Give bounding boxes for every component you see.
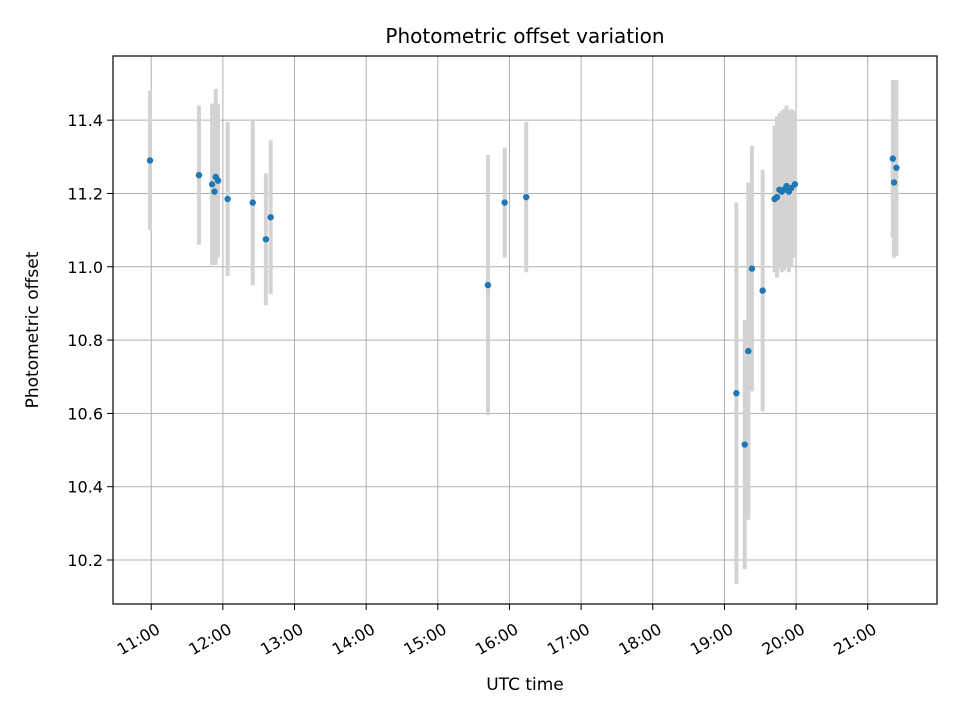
plot-frame	[112, 55, 938, 605]
data-point	[890, 179, 898, 186]
x-tick-label: 19:00	[687, 619, 736, 659]
data-point	[211, 188, 218, 195]
x-axis-title: UTC time	[486, 675, 564, 695]
data-point	[224, 195, 231, 203]
y-tick-label: 10.2	[67, 551, 103, 570]
data-point	[733, 390, 740, 397]
data-point	[262, 236, 270, 243]
y-axis-ticks: 10.2 10.4 10.6 10.8 11.0 11.2 11.4	[67, 111, 113, 570]
data-point	[741, 441, 748, 448]
y-tick-label: 10.4	[67, 478, 103, 497]
y-tick-label: 10.6	[67, 404, 103, 423]
x-axis-ticks: 11:00 12:00 13:00 14:00 15:00 16:00 17:00 18:00…	[114, 604, 880, 659]
data-point	[745, 347, 752, 355]
y-tick-label: 10.8	[67, 331, 103, 350]
data-point	[208, 181, 216, 188]
data-point	[146, 157, 154, 164]
x-tick-label: 13:00	[257, 619, 306, 659]
y-axis-title: Photometric offset	[23, 251, 43, 408]
data-point	[522, 193, 530, 201]
x-tick-label: 15:00	[400, 619, 449, 659]
x-tick-label: 17:00	[544, 619, 593, 659]
data-point	[249, 199, 256, 206]
x-tick-label: 12:00	[185, 619, 234, 659]
data-point	[748, 265, 756, 272]
x-tick-label: 16:00	[472, 619, 521, 659]
data-point	[759, 287, 766, 294]
chart-title: Photometric offset variation	[385, 24, 664, 48]
data-point	[893, 164, 900, 171]
data-point	[889, 155, 897, 162]
y-tick-label: 11.2	[67, 184, 103, 203]
data-point	[773, 193, 781, 201]
x-tick-label: 11:00	[114, 619, 163, 659]
data-point	[484, 281, 492, 289]
x-tick-label: 18:00	[615, 619, 664, 659]
data-point	[195, 171, 203, 179]
x-tick-label: 21:00	[830, 619, 879, 659]
x-tick-label: 14:00	[329, 619, 378, 659]
x-tick-label: 20:00	[759, 619, 808, 659]
y-tick-label: 11.4	[67, 111, 103, 130]
y-tick-label: 11.0	[67, 258, 103, 277]
error-bars	[148, 79, 899, 584]
data-point	[214, 177, 222, 184]
data-point	[267, 214, 274, 221]
data-points	[146, 155, 900, 448]
data-point	[791, 181, 799, 188]
data-point	[501, 199, 508, 206]
